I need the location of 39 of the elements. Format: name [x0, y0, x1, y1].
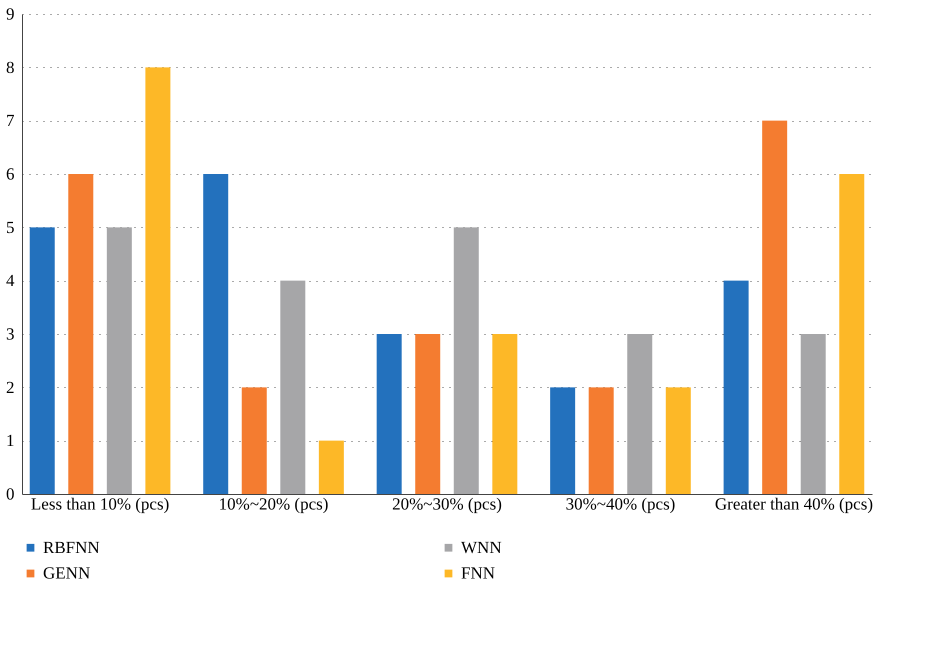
- y-tick-label: 1: [6, 431, 14, 450]
- bar: [145, 67, 170, 494]
- y-tick-label: 3: [6, 324, 14, 344]
- legend-label: RBFNN: [43, 538, 100, 557]
- bar: [318, 440, 344, 494]
- bar: [30, 227, 55, 494]
- x-tick-label: 30%~40% (pcs): [566, 494, 676, 514]
- y-tick-label: 6: [6, 164, 14, 184]
- x-tick-label: 10%~20% (pcs): [218, 494, 328, 514]
- bar: [839, 174, 864, 494]
- bar: [415, 334, 440, 494]
- legend-label: GENN: [43, 564, 90, 582]
- bar: [492, 334, 518, 494]
- y-tick-label: 0: [6, 484, 14, 504]
- bar: [666, 387, 691, 494]
- bar: [68, 174, 94, 494]
- y-tick-label: 7: [6, 111, 15, 130]
- bar: [106, 227, 132, 494]
- bar: [454, 227, 479, 494]
- x-tick-label: Greater than 40% (pcs): [714, 494, 873, 514]
- legend-label: WNN: [461, 538, 502, 557]
- bar: [280, 280, 306, 494]
- y-tick-label: 9: [6, 4, 14, 24]
- bar: [376, 334, 402, 494]
- bar: [242, 387, 267, 494]
- y-tick-label: 5: [6, 218, 14, 237]
- bar: [550, 387, 576, 494]
- legend-label: FNN: [461, 564, 496, 582]
- bar: [203, 174, 228, 494]
- bar: [724, 280, 749, 494]
- x-tick-label: 20%~30% (pcs): [392, 494, 502, 514]
- bar: [762, 120, 788, 494]
- y-tick-label: 4: [6, 271, 15, 290]
- bar: [800, 334, 826, 494]
- y-tick-label: 8: [6, 58, 14, 77]
- bar: [627, 334, 652, 494]
- y-tick-label: 2: [6, 378, 14, 397]
- x-tick-label: Less than 10% (pcs): [30, 494, 170, 514]
- bar: [588, 387, 614, 494]
